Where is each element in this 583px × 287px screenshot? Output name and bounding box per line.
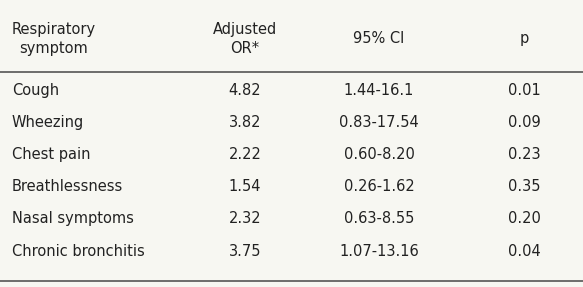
Text: 2.32: 2.32	[229, 212, 261, 226]
Text: 2.22: 2.22	[229, 147, 261, 162]
Text: 0.23: 0.23	[508, 147, 541, 162]
Text: Nasal symptoms: Nasal symptoms	[12, 212, 134, 226]
Text: 3.82: 3.82	[229, 115, 261, 130]
Text: p: p	[520, 31, 529, 46]
Text: Wheezing: Wheezing	[12, 115, 84, 130]
Text: 3.75: 3.75	[229, 244, 261, 259]
Text: 0.09: 0.09	[508, 115, 541, 130]
Text: 4.82: 4.82	[229, 83, 261, 98]
Text: 1.07-13.16: 1.07-13.16	[339, 244, 419, 259]
Text: Adjusted
OR*: Adjusted OR*	[213, 22, 277, 56]
Text: 0.20: 0.20	[508, 212, 541, 226]
Text: Chronic bronchitis: Chronic bronchitis	[12, 244, 145, 259]
Text: 0.35: 0.35	[508, 179, 541, 194]
Text: Chest pain: Chest pain	[12, 147, 90, 162]
Text: 1.44-16.1: 1.44-16.1	[344, 83, 414, 98]
Text: 0.63-8.55: 0.63-8.55	[344, 212, 414, 226]
Text: Breathlessness: Breathlessness	[12, 179, 123, 194]
Text: 0.60-8.20: 0.60-8.20	[343, 147, 415, 162]
Text: 0.26-1.62: 0.26-1.62	[343, 179, 415, 194]
Text: 0.04: 0.04	[508, 244, 541, 259]
Text: 0.01: 0.01	[508, 83, 541, 98]
Text: Respiratory
symptom: Respiratory symptom	[12, 22, 96, 56]
Text: Cough: Cough	[12, 83, 59, 98]
Text: 1.54: 1.54	[229, 179, 261, 194]
Text: 95% CI: 95% CI	[353, 31, 405, 46]
Text: 0.83-17.54: 0.83-17.54	[339, 115, 419, 130]
